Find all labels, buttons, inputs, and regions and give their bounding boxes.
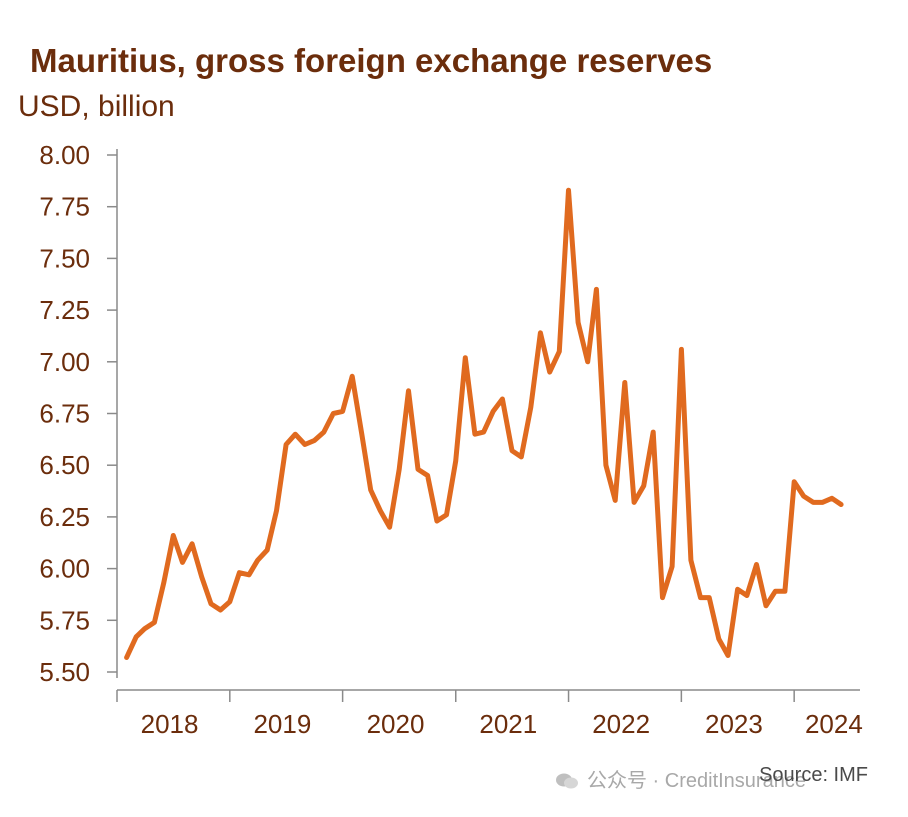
y-tick-label: 5.50 xyxy=(39,657,90,687)
x-tick-labels: 2018 2019 2020 2021 2022 2023 2024 xyxy=(141,709,863,739)
x-tick-label: 2024 xyxy=(805,709,863,739)
x-tick-label: 2018 xyxy=(141,709,199,739)
y-tick-labels: 8.00 7.75 7.50 7.25 7.00 6.75 6.50 6.25 6.00 5.75… xyxy=(39,140,90,687)
y-tick-label: 7.00 xyxy=(39,347,90,377)
watermark-text: 公众号 · CreditInsurance xyxy=(587,770,806,792)
x-tick-label: 2019 xyxy=(253,709,311,739)
y-axis-unit-label: USD, billion xyxy=(18,90,175,123)
y-tick-label: 7.50 xyxy=(39,243,90,273)
y-tick-label: 5.75 xyxy=(39,605,90,635)
y-tick-label: 8.00 xyxy=(39,140,90,170)
x-tick-label: 2023 xyxy=(705,709,763,739)
y-tick-label: 6.00 xyxy=(39,554,90,584)
x-tick-label: 2020 xyxy=(367,709,425,739)
y-tick-label: 7.25 xyxy=(39,295,90,325)
y-tick-label: 6.50 xyxy=(39,450,90,480)
wechat-icon xyxy=(556,773,578,789)
x-tick-label: 2021 xyxy=(479,709,537,739)
y-tick-label: 6.75 xyxy=(39,399,90,429)
y-tick-label: 6.25 xyxy=(39,502,90,532)
series-line xyxy=(124,187,844,660)
x-tick-label: 2022 xyxy=(592,709,650,739)
watermark: 公众号 · CreditInsurance xyxy=(555,764,806,793)
source-note: Source: IMF xyxy=(759,764,868,786)
y-tick-label: 7.75 xyxy=(39,192,90,222)
series-layer xyxy=(124,187,844,660)
chart-title: Mauritius, gross foreign exchange reserv… xyxy=(30,42,713,79)
chart-axes xyxy=(107,149,860,702)
